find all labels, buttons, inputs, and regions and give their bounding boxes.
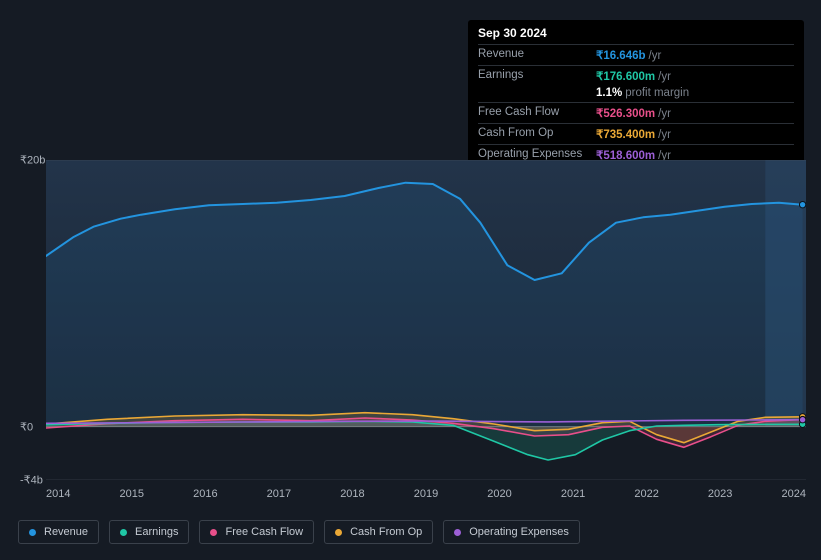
y-tick-label: -₹4b xyxy=(20,474,43,487)
legend-item[interactable]: Revenue xyxy=(18,520,99,544)
x-tick-label: 2022 xyxy=(634,488,658,500)
tooltip-label: Revenue xyxy=(478,48,596,62)
tooltip-profit-margin: 1.1%profit margin xyxy=(478,86,794,102)
x-tick-label: 2017 xyxy=(267,488,291,500)
x-tick-label: 2016 xyxy=(193,488,217,500)
x-tick-label: 2015 xyxy=(120,488,144,500)
legend-label: Operating Expenses xyxy=(469,526,569,538)
legend-dot-icon xyxy=(29,529,36,536)
legend-dot-icon xyxy=(335,529,342,536)
tooltip-label: Cash From Op xyxy=(478,127,596,141)
tooltip-value: ₹735.400m/yr xyxy=(596,127,671,141)
x-axis: 2014 2015 2016 2017 2018 2019 2020 2021 2022 2023… xyxy=(46,488,806,500)
tooltip-row: Earnings₹176.600m/yr xyxy=(478,65,794,86)
legend-item[interactable]: Cash From Op xyxy=(324,520,433,544)
y-tick-label: ₹0 xyxy=(20,420,33,433)
legend-dot-icon xyxy=(454,529,461,536)
tooltip-value: ₹526.300m/yr xyxy=(596,106,671,120)
x-tick-label: 2018 xyxy=(340,488,364,500)
chart-tooltip: Sep 30 2024 Revenue₹16.646b/yrEarnings₹1… xyxy=(468,20,804,169)
chart-plot xyxy=(46,160,806,480)
tooltip-row: Revenue₹16.646b/yr xyxy=(478,44,794,65)
tooltip-date: Sep 30 2024 xyxy=(478,26,794,44)
tooltip-label: Earnings xyxy=(478,69,596,83)
tooltip-value: ₹176.600m/yr xyxy=(596,69,671,83)
legend-label: Earnings xyxy=(135,526,178,538)
x-tick-label: 2021 xyxy=(561,488,585,500)
x-tick-label: 2023 xyxy=(708,488,732,500)
x-tick-label: 2019 xyxy=(414,488,438,500)
tooltip-value: ₹16.646b/yr xyxy=(596,48,661,62)
tooltip-label: Free Cash Flow xyxy=(478,106,596,120)
legend-label: Free Cash Flow xyxy=(225,526,303,538)
legend-dot-icon xyxy=(120,529,127,536)
tooltip-row: Free Cash Flow₹526.300m/yr xyxy=(478,102,794,123)
tooltip-row: Cash From Op₹735.400m/yr xyxy=(478,123,794,144)
financials-chart[interactable]: ₹20b₹0-₹4b 20142015201620172018201920202… xyxy=(18,160,806,510)
legend-label: Revenue xyxy=(44,526,88,538)
legend-dot-icon xyxy=(210,529,217,536)
legend-item[interactable]: Operating Expenses xyxy=(443,520,580,544)
chart-legend: Revenue Earnings Free Cash Flow Cash From O… xyxy=(18,520,580,544)
x-tick-label: 2020 xyxy=(487,488,511,500)
x-tick-label: 2024 xyxy=(781,488,805,500)
x-tick-label: 2014 xyxy=(46,488,70,500)
y-tick-label: ₹20b xyxy=(20,154,45,167)
legend-item[interactable]: Earnings xyxy=(109,520,189,544)
legend-label: Cash From Op xyxy=(350,526,422,538)
legend-item[interactable]: Free Cash Flow xyxy=(199,520,314,544)
